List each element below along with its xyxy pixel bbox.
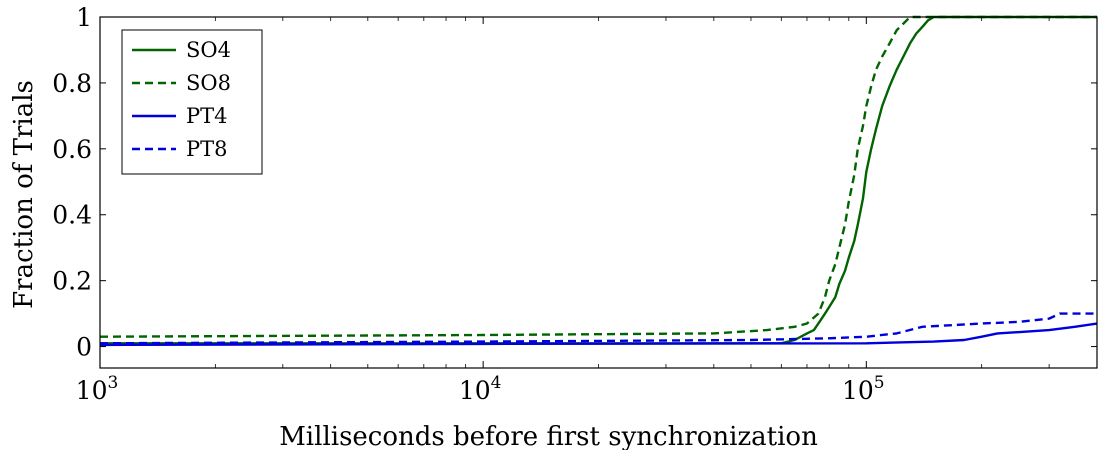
ticks-layer: 0 0.2 0.4 0.6 0.8 1 103 104 105	[52, 3, 1098, 405]
y-tick-label: 0.4	[52, 201, 92, 230]
series-line-so4	[100, 15, 1097, 345]
series-line-pt8	[100, 312, 1097, 345]
legend-label-pt4: PT4	[186, 104, 228, 128]
y-tick-label: 0	[76, 333, 92, 362]
series-line-pt4	[100, 322, 1097, 347]
legend-label-pt8: PT8	[186, 137, 228, 161]
series-line-so8	[100, 15, 1097, 338]
y-tick-label: 0.8	[52, 69, 92, 98]
x-tick-label: 104	[459, 373, 502, 405]
legend-label-so4: SO4	[186, 38, 231, 62]
y-tick-label: 0.2	[52, 267, 92, 296]
series-layer	[100, 15, 1097, 347]
x-axis-label: Milliseconds before first synchronizatio…	[279, 422, 818, 450]
x-tick-label: 105	[842, 373, 885, 405]
x-tick-label: 103	[76, 373, 119, 405]
y-tick-label: 0.6	[52, 135, 92, 164]
y-axis-label: Fraction of Trials	[9, 80, 39, 309]
legend: SO4 SO8 PT4 PT8	[121, 29, 263, 175]
y-tick-label: 1	[76, 3, 92, 32]
legend-label-so8: SO8	[186, 71, 231, 95]
